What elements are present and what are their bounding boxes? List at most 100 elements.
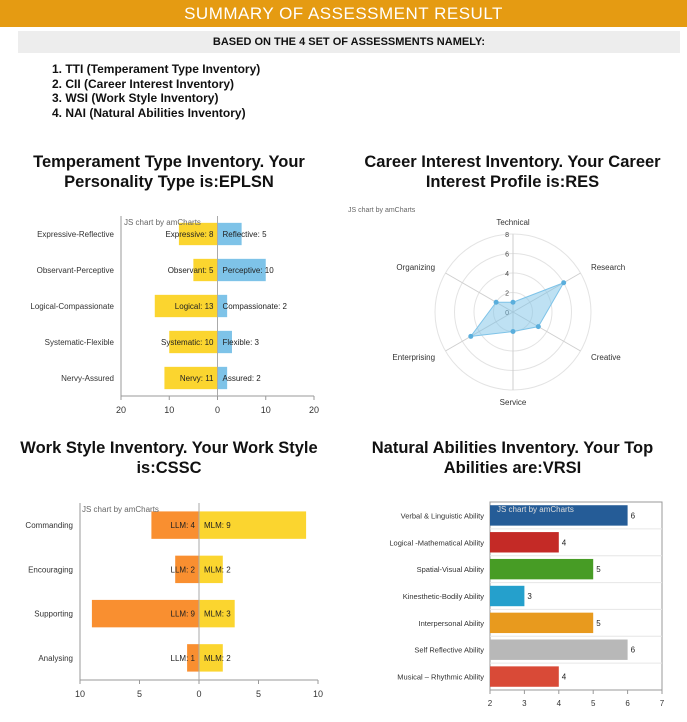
radar-axis-label: Service <box>500 398 527 407</box>
right-bar <box>199 511 307 539</box>
assessment-list: 1. TTI (Temperament Type Inventory) 2. C… <box>52 62 260 120</box>
category-label: Self Reflective Ability <box>414 646 484 655</box>
x-tick-label: 0 <box>215 405 220 415</box>
radar-data-point <box>510 299 516 305</box>
x-tick-label: 6 <box>625 699 630 708</box>
category-label: Logical-Compassionate <box>30 302 114 311</box>
ability-bar <box>490 558 594 580</box>
category-label: Supporting <box>34 610 73 619</box>
left-bar <box>154 294 218 318</box>
x-tick-label: 5 <box>256 689 261 699</box>
right-value-label: Flexible: 3 <box>223 338 260 347</box>
cii-chart: JS chart by amCharts02468TechnicalResear… <box>348 207 625 407</box>
amcharts-watermark: JS chart by amCharts <box>124 218 201 227</box>
right-value-label: Assured: 2 <box>223 374 262 383</box>
category-label: Commanding <box>25 521 73 530</box>
category-label: Logical -Mathematical Ability <box>389 538 484 547</box>
list-item: 1. TTI (Temperament Type Inventory) <box>52 62 261 76</box>
ability-bar <box>490 666 559 687</box>
x-tick-label: 20 <box>116 405 126 415</box>
x-tick-label: 3 <box>522 699 527 708</box>
left-bar <box>164 366 218 390</box>
nai-chart: 2 3 4 5 6 7 6 Verbal & Linguistic Ability 4 Logic… <box>389 501 665 708</box>
category-label: Encouraging <box>28 565 73 574</box>
x-tick-label: 20 <box>309 405 319 415</box>
cii-chart-title: Career Interest Inventory. Your Career I… <box>364 153 661 191</box>
right-bar <box>199 644 223 672</box>
category-label: Spatial-Visual Ability <box>417 565 485 574</box>
radial-tick-label: 2 <box>505 291 509 298</box>
left-value-label: LLM: 2 <box>171 565 196 574</box>
left-value-label: Observant: 5 <box>168 266 214 275</box>
radar-axis-label: Organizing <box>396 263 435 272</box>
category-label: Analysing <box>38 654 73 663</box>
left-bar <box>178 222 218 246</box>
amcharts-watermark: JS chart by amCharts <box>497 505 574 514</box>
bar-value-label: 4 <box>562 538 567 547</box>
page-banner: SUMMARY OF ASSESSMENT RESULT <box>0 0 687 27</box>
left-value-label: LLM: 1 <box>171 654 196 663</box>
x-tick-label: 10 <box>75 689 85 699</box>
list-item: 2. CII (Career Interest Inventory) <box>52 76 235 91</box>
radial-tick-label: 6 <box>505 252 509 259</box>
right-bar <box>217 366 228 390</box>
x-tick-label: 7 <box>660 699 665 708</box>
bar-value-label: 6 <box>631 646 636 655</box>
amcharts-watermark: JS chart by amCharts <box>348 207 416 214</box>
radar-axis-label: Technical <box>496 218 530 227</box>
radar-data-point <box>468 333 474 339</box>
wsi-chart-title: Work Style Inventory. Your Work Style is… <box>20 439 318 477</box>
right-value-label: Perceptive: 10 <box>223 266 275 275</box>
radar-data-point <box>510 329 516 334</box>
right-bar <box>217 258 266 282</box>
right-value-label: MLM: 3 <box>204 610 231 619</box>
radar-data-point <box>493 299 499 305</box>
left-bar <box>151 511 199 539</box>
bar-value-label: 3 <box>527 592 532 601</box>
left-value-label: Expressive: 8 <box>165 230 214 239</box>
left-value-label: Nervy: 11 <box>180 374 214 383</box>
x-tick-label: 10 <box>164 405 174 415</box>
category-label: Nervy-Assured <box>61 374 114 383</box>
left-value-label: LLM: 4 <box>171 521 196 530</box>
bar-value-label: 5 <box>596 619 601 628</box>
category-label: Expressive-Reflective <box>37 230 114 239</box>
right-value-label: MLM: 2 <box>204 654 231 663</box>
right-bar <box>217 294 228 318</box>
right-value-label: Reflective: 5 <box>223 230 268 239</box>
category-label: Musical – Rhythmic Ability <box>397 673 484 682</box>
x-tick-label: 4 <box>557 699 562 708</box>
bar-value-label: 6 <box>631 511 636 520</box>
list-item: 4. NAI (Natural Abilities Inventory) <box>52 105 246 120</box>
wsi-chart: 10 5 0 5 10 Commanding LLM: 4 MLM: 9 Encouraging… <box>25 503 323 699</box>
bar-value-label: 4 <box>562 673 567 682</box>
left-bar <box>91 599 199 628</box>
radar-axis-label: Research <box>591 263 625 272</box>
x-tick-label: 0 <box>196 689 201 699</box>
x-tick-label: 10 <box>261 405 271 415</box>
ability-bar <box>490 612 594 634</box>
radar-data-point <box>535 324 541 330</box>
amcharts-watermark: JS chart by amCharts <box>82 505 159 514</box>
category-label: Interpersonal Ability <box>419 619 485 628</box>
right-value-label: MLM: 9 <box>204 521 231 530</box>
x-tick-label: 5 <box>137 689 142 699</box>
radial-tick-label: 4 <box>505 271 509 278</box>
left-bar <box>169 330 218 354</box>
left-value-label: Systematic: 10 <box>161 338 214 347</box>
right-bar <box>217 222 242 246</box>
left-bar <box>193 258 218 282</box>
radar-axis-label: Creative <box>591 353 621 362</box>
assessment-subtitle: BASED ON THE 4 SET OF ASSESSMENTS NAMELY… <box>18 31 680 53</box>
category-label: Systematic-Flexible <box>45 338 115 347</box>
x-tick-label: 5 <box>591 699 596 708</box>
radar-axis-label: Enterprising <box>392 353 435 362</box>
right-value-label: MLM: 2 <box>204 565 231 574</box>
category-label: Observant-Perceptive <box>37 266 115 275</box>
right-value-label: Compassionate: 2 <box>223 302 288 311</box>
ability-bar <box>490 585 525 607</box>
radar-series-area <box>469 281 565 338</box>
nai-chart-title: Natural Abilities Inventory. Your Top Ab… <box>371 439 654 477</box>
right-bar <box>217 330 232 354</box>
right-bar <box>199 555 223 584</box>
